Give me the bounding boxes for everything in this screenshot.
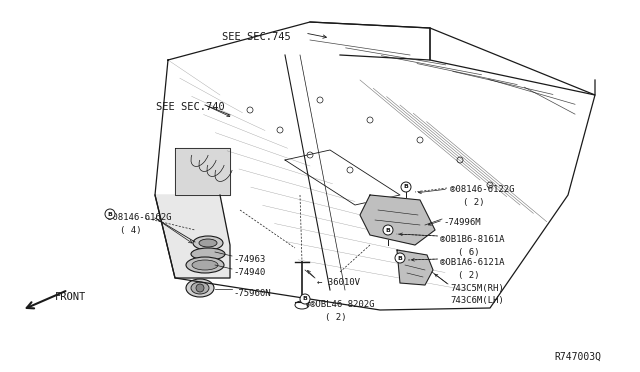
- Ellipse shape: [199, 239, 217, 247]
- Text: ( 4): ( 4): [120, 226, 141, 235]
- Ellipse shape: [191, 248, 225, 260]
- Polygon shape: [397, 250, 433, 285]
- Circle shape: [196, 284, 204, 292]
- Text: ( 6): ( 6): [458, 248, 479, 257]
- Text: ®08146-6122G: ®08146-6122G: [450, 185, 515, 194]
- Ellipse shape: [193, 236, 223, 250]
- Text: ®OB1A6-6121A: ®OB1A6-6121A: [440, 258, 504, 267]
- Circle shape: [401, 182, 411, 192]
- Text: ®OB1B6-8161A: ®OB1B6-8161A: [440, 235, 504, 244]
- Text: -74963: -74963: [233, 255, 265, 264]
- Polygon shape: [175, 148, 230, 195]
- Text: SEE SEC.745: SEE SEC.745: [222, 32, 291, 42]
- Text: ( 2): ( 2): [463, 198, 484, 207]
- Text: 743C5M(RH): 743C5M(RH): [450, 284, 504, 293]
- Text: B: B: [397, 256, 403, 260]
- Text: ®OBL46-8202G: ®OBL46-8202G: [310, 300, 374, 309]
- Text: B: B: [404, 185, 408, 189]
- Circle shape: [383, 225, 393, 235]
- Text: -74940: -74940: [233, 268, 265, 277]
- Text: B: B: [303, 296, 307, 301]
- Text: R747003Q: R747003Q: [554, 352, 601, 362]
- Circle shape: [300, 294, 310, 304]
- Text: FRONT: FRONT: [55, 292, 86, 302]
- Text: ( 2): ( 2): [458, 271, 479, 280]
- Text: ( 2): ( 2): [325, 313, 346, 322]
- Ellipse shape: [192, 260, 218, 270]
- Text: B: B: [385, 228, 390, 232]
- Text: B: B: [108, 212, 113, 217]
- Text: ← 36010V: ← 36010V: [317, 278, 360, 287]
- Ellipse shape: [186, 257, 224, 273]
- Polygon shape: [360, 195, 435, 245]
- Text: -75960N: -75960N: [233, 289, 271, 298]
- Text: 743C6M(LH): 743C6M(LH): [450, 296, 504, 305]
- Text: SEE SEC.740: SEE SEC.740: [156, 102, 225, 112]
- Circle shape: [105, 209, 115, 219]
- Text: -74996M: -74996M: [443, 218, 481, 227]
- Circle shape: [395, 253, 405, 263]
- Ellipse shape: [186, 279, 214, 297]
- Polygon shape: [155, 195, 230, 278]
- Text: ®08146-6162G: ®08146-6162G: [107, 213, 172, 222]
- Ellipse shape: [191, 282, 209, 294]
